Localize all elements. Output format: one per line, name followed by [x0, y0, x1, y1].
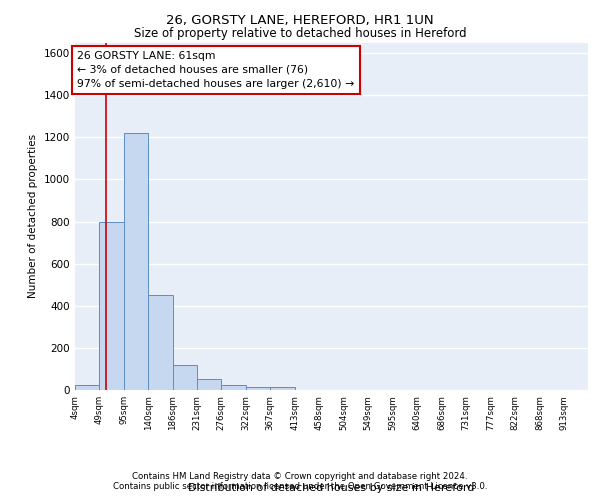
Text: Contains HM Land Registry data © Crown copyright and database right 2024.: Contains HM Land Registry data © Crown c…: [132, 472, 468, 481]
Bar: [148, 295, 173, 390]
Bar: [173, 364, 197, 390]
X-axis label: Distribution of detached houses by size in Hereford: Distribution of detached houses by size …: [188, 482, 475, 492]
Text: Contains public sector information licensed under the Open Government Licence v3: Contains public sector information licen…: [113, 482, 487, 491]
Text: 26 GORSTY LANE: 61sqm
← 3% of detached houses are smaller (76)
97% of semi-detac: 26 GORSTY LANE: 61sqm ← 3% of detached h…: [77, 51, 355, 89]
Text: Size of property relative to detached houses in Hereford: Size of property relative to detached ho…: [134, 28, 466, 40]
Text: 26, GORSTY LANE, HEREFORD, HR1 1UN: 26, GORSTY LANE, HEREFORD, HR1 1UN: [166, 14, 434, 27]
Bar: [99, 222, 124, 390]
Bar: [221, 384, 246, 390]
Bar: [197, 380, 221, 390]
Bar: [246, 387, 270, 390]
Bar: [124, 133, 148, 390]
Y-axis label: Number of detached properties: Number of detached properties: [28, 134, 38, 298]
Bar: [75, 384, 99, 390]
Bar: [270, 387, 295, 390]
